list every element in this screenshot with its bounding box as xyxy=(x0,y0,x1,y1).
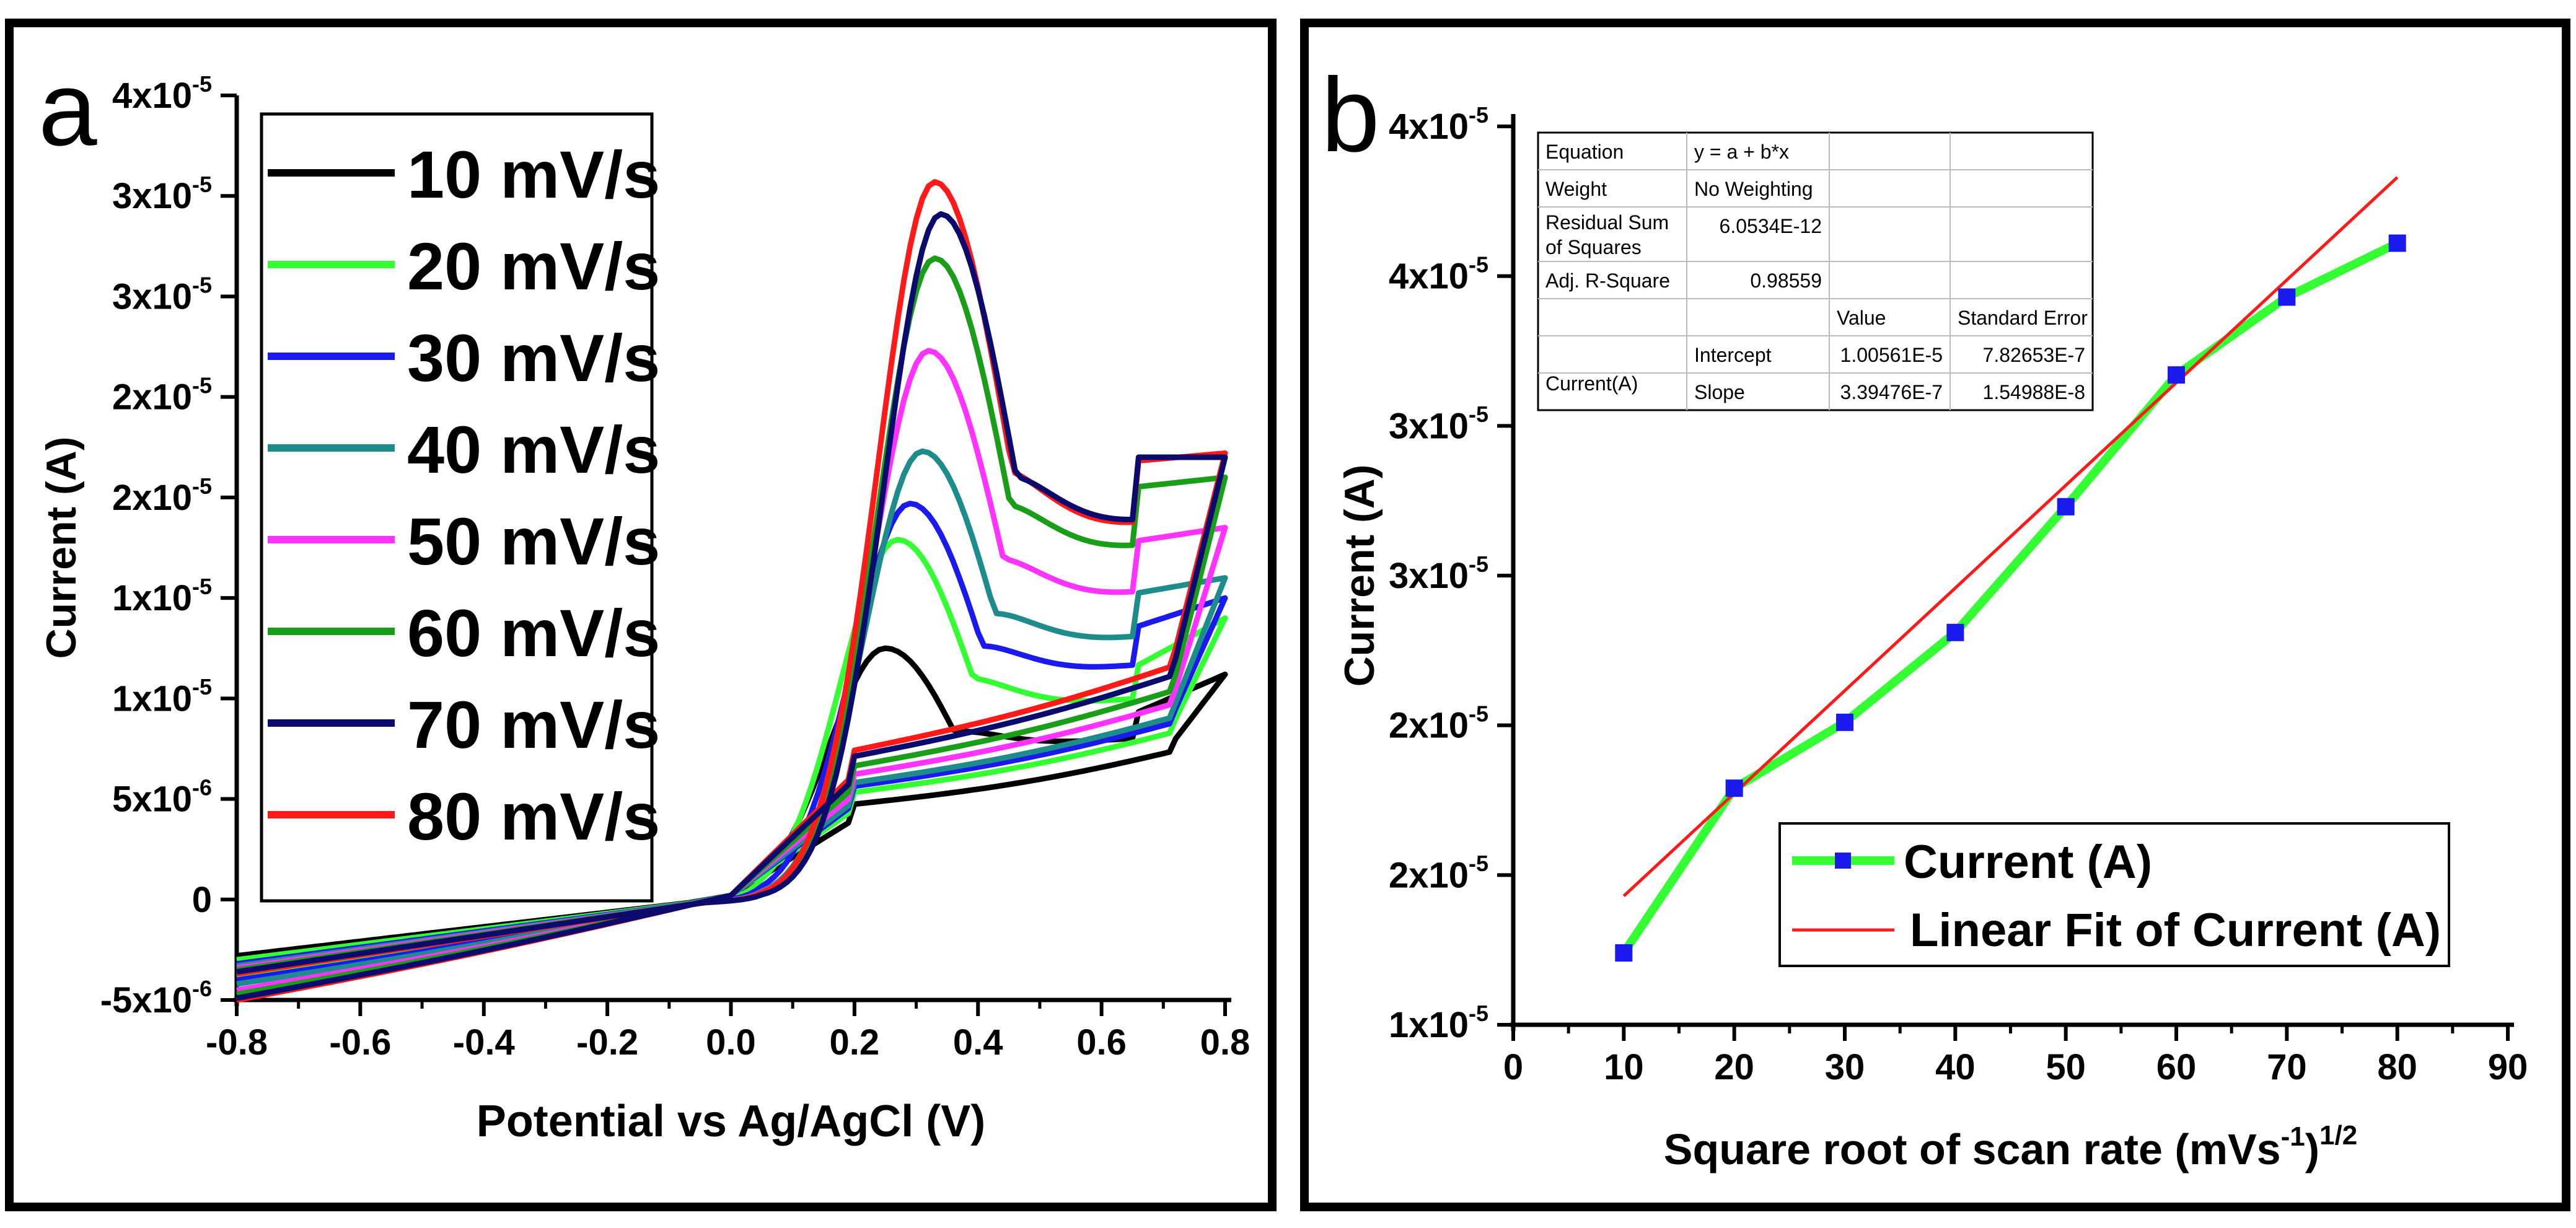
legend-label: 70 mV/s xyxy=(407,687,660,762)
legend-label: 30 mV/s xyxy=(407,320,660,395)
panel-letter: b xyxy=(1321,56,1380,174)
x-axis-title: Potential vs Ag/AgCl (V) xyxy=(477,1097,985,1146)
legend-label: 50 mV/s xyxy=(407,504,660,579)
y-tick-label: 3x10-5 xyxy=(1389,551,1488,596)
y-tick-label: 1x10-5 xyxy=(112,674,212,719)
table-cell: y = a + b*x xyxy=(1694,141,1789,163)
data-point xyxy=(2278,288,2296,306)
table-cell: 7.82653E-7 xyxy=(1983,344,2085,366)
table-cell: 3.39476E-7 xyxy=(1840,381,1943,403)
legend-box xyxy=(260,112,654,903)
y-tick-label: 2x10-5 xyxy=(1389,851,1488,895)
table-cell: Standard Error xyxy=(1958,307,2088,329)
y-tick-label: 3x10-5 xyxy=(112,172,212,216)
y-tick-label: 2x10-5 xyxy=(112,473,212,518)
legend-label: 20 mV/s xyxy=(407,229,660,304)
x-tick-label: 60 xyxy=(2156,1047,2197,1087)
data-point xyxy=(1725,779,1743,797)
x-tick-label: 50 xyxy=(2046,1047,2086,1087)
y-tick-label: 2x10-5 xyxy=(112,373,212,418)
data-point xyxy=(2168,366,2185,384)
x-tick-label: 0.8 xyxy=(1200,1022,1251,1063)
x-tick-label: 20 xyxy=(1714,1047,1754,1087)
y-tick-label: 3x10-5 xyxy=(112,272,212,317)
fit-table xyxy=(1537,131,2094,411)
x-tick-label: 0.4 xyxy=(953,1022,1003,1063)
x-tick-label: -0.6 xyxy=(329,1022,391,1063)
table-cell: 0.98559 xyxy=(1750,270,1822,292)
legend-label: Linear Fit of Current (A) xyxy=(1910,904,2441,957)
y-tick-label: 4x10-5 xyxy=(1389,252,1488,297)
data-point xyxy=(1836,713,1853,731)
y-tick-label: 2x10-5 xyxy=(1389,701,1488,746)
table-cell: 1.54988E-8 xyxy=(1983,381,2085,403)
y-tick-label: 4x10-5 xyxy=(112,71,212,116)
x-tick-label: 30 xyxy=(1825,1047,1865,1087)
x-tick-label: 80 xyxy=(2377,1047,2417,1087)
legend-label: Current (A) xyxy=(1904,836,2152,888)
calibration-chart: b 0 10 20 30 40 50 60 70 80 90 1x10-5 2x10-5 2x10-5 3x… xyxy=(1321,56,2528,1173)
y-axis-title: Current (A) xyxy=(1336,465,1383,687)
table-cell: Equation xyxy=(1545,141,1624,163)
x-tick-label: 70 xyxy=(2267,1047,2307,1087)
data-point xyxy=(1946,623,1964,641)
cv-curve-70 xyxy=(236,211,1228,1001)
x-tick-label: -0.2 xyxy=(576,1022,638,1063)
x-tick-label: 0.6 xyxy=(1076,1022,1127,1063)
y-tick-label: 4x10-5 xyxy=(1389,102,1488,147)
legend-label: 10 mV/s xyxy=(407,137,660,212)
x-axis-title: Square root of scan rate (mVs-1)1/2 xyxy=(1664,1120,2357,1173)
table-cell: No Weighting xyxy=(1694,178,1813,200)
x-tick-label: 10 xyxy=(1604,1047,1644,1087)
table-cell: of Squares xyxy=(1545,236,1642,258)
x-tick-label: 90 xyxy=(2488,1047,2528,1087)
x-tick-label: -0.4 xyxy=(453,1022,515,1063)
data-point xyxy=(2057,498,2075,515)
table-cell: Slope xyxy=(1694,381,1745,403)
panel-b: b 0 10 20 30 40 50 60 70 80 90 1x10-5 2x10-5 2x10-5 3x… xyxy=(1300,19,2570,1211)
x-tick-label: -0.8 xyxy=(206,1022,268,1063)
table-cell: Current(A) xyxy=(1545,372,1638,395)
data-point xyxy=(2388,234,2406,252)
legend-marker xyxy=(1835,853,1851,869)
panel-letter: a xyxy=(38,50,97,168)
table-cell: 6.0534E-12 xyxy=(1720,215,1822,237)
table-cell: Adj. R-Square xyxy=(1545,270,1670,292)
cv-chart: a -0.8 -0.6 -0.4 -0.2 0.0 0.2 0.4 0.6 0.8 -5x10-6 0… xyxy=(38,50,1251,1146)
data-point xyxy=(1615,944,1633,962)
y-tick-label: 0 xyxy=(192,880,212,920)
table-cell: Intercept xyxy=(1694,344,1772,366)
y-tick-label: 1x10-5 xyxy=(1389,1001,1488,1045)
legend-box xyxy=(1778,822,2450,967)
y-tick-label: 1x10-5 xyxy=(112,574,212,618)
x-tick-label: 0.0 xyxy=(706,1022,756,1063)
y-tick-label: 5x10-6 xyxy=(112,774,212,819)
y-axis-title: Current (A) xyxy=(38,437,85,659)
table-cell: Weight xyxy=(1545,178,1607,200)
legend-label: 80 mV/s xyxy=(407,779,660,854)
x-tick-label: 0.2 xyxy=(830,1022,880,1063)
legend-label: 40 mV/s xyxy=(407,412,660,487)
x-tick-label: 0 xyxy=(1503,1047,1523,1087)
table-cell: Residual Sum xyxy=(1545,211,1669,234)
x-tick-label: 40 xyxy=(1935,1047,1976,1087)
y-tick-label: 3x10-5 xyxy=(1389,401,1488,446)
panel-a: a -0.8 -0.6 -0.4 -0.2 0.0 0.2 0.4 0.6 0.8 -5x10-6 0… xyxy=(5,19,1277,1211)
linear-fit-line xyxy=(1622,176,2399,897)
table-cell: Value xyxy=(1837,307,1886,329)
table-cell: 1.00561E-5 xyxy=(1840,344,1943,366)
legend-label: 60 mV/s xyxy=(407,595,660,670)
y-tick-label: -5x10-6 xyxy=(100,976,212,1020)
